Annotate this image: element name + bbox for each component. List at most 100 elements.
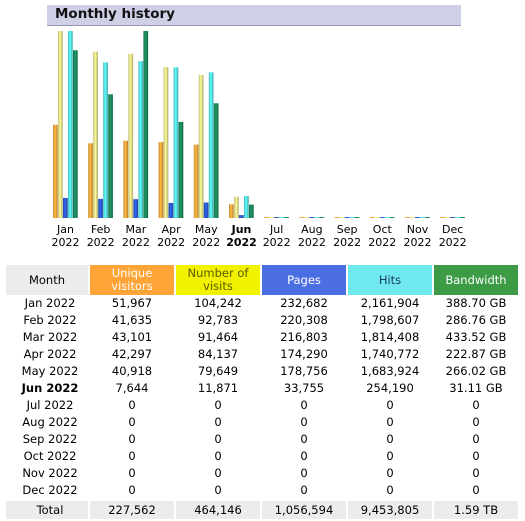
cell-pages: 216,803	[280, 330, 328, 344]
table-row: Oct 2022 0 0 0 0 0	[6, 448, 518, 465]
month-label-month: Jun	[231, 223, 252, 236]
bar-hits-feb-2022	[103, 62, 108, 219]
bar-pages-may-2022	[203, 202, 209, 218]
bar-unique-visitors-jan-2022	[53, 124, 58, 218]
bar-number-of-visits-jun-2022	[234, 196, 239, 218]
cell-month: Aug 2022	[22, 415, 78, 429]
month-label-month: Feb	[90, 223, 111, 236]
bar-hits-jan-2022	[68, 31, 73, 218]
bar-unique-visitors-may-2022	[193, 144, 199, 218]
bar-unique-visitors-mar-2022	[123, 140, 129, 218]
cell-visitors: 0	[128, 449, 136, 463]
month-label-month: Aug	[301, 223, 323, 236]
bar-bandwidth-aug-2022	[319, 217, 325, 218]
month-label-oct: Oct 2022	[365, 223, 400, 249]
cell-bandwidth: 0	[472, 483, 480, 497]
cell-total-bandwidth: 1.59 TB	[434, 499, 518, 519]
table-row: Jan 2022 51,967 104,242 232,682 2,161,904 388…	[6, 295, 518, 312]
cell-pages: 0	[300, 483, 308, 497]
month-label-month: Dec	[442, 223, 464, 236]
cell-hits: 0	[386, 449, 394, 463]
month-label-jan: Jan 2022	[48, 223, 83, 249]
cell-hits: 0	[386, 415, 394, 429]
bar-number-of-visits-oct-2022	[374, 217, 380, 218]
cell-visits: 0	[214, 432, 222, 446]
bar-number-of-visits-may-2022	[198, 75, 204, 218]
month-label-month: Mar	[125, 223, 147, 236]
cell-month: Dec 2022	[22, 483, 78, 497]
month-label-nov: Nov 2022	[400, 223, 435, 249]
cell-hits: 2,161,904	[360, 296, 420, 310]
table-row-current-month: Jun 2022 7,644 11,871 33,755 254,190 31.11 GB	[6, 380, 518, 397]
bar-hits-oct-2022	[384, 217, 390, 218]
cell-pages: 33,755	[283, 381, 325, 395]
bar-hits-sep-2022	[349, 217, 355, 218]
cell-visitors: 0	[128, 432, 136, 446]
cell-bandwidth: 0	[472, 415, 480, 429]
cell-total-pages: 1,056,594	[262, 499, 346, 519]
section-header: Monthly history	[47, 5, 461, 26]
cell-hits: 0	[386, 432, 394, 446]
bar-pages-oct-2022	[379, 217, 385, 218]
bar-pages-jan-2022	[63, 197, 68, 218]
cell-hits: 1,683,924	[360, 364, 420, 378]
bar-pages-sep-2022	[344, 217, 350, 218]
cell-visitors: 51,967	[111, 296, 153, 310]
table-row: Nov 2022 0 0 0 0 0	[6, 465, 518, 482]
header-unique-visitors: Unique visitors	[90, 265, 174, 295]
cell-visits: 0	[214, 449, 222, 463]
bar-number-of-visits-jan-2022	[58, 31, 63, 218]
monthly-stats-table: Month Unique visitors Number of visits P…	[4, 265, 520, 519]
cell-total-hits: 9,453,805	[348, 499, 432, 519]
cell-pages: 0	[300, 466, 308, 480]
cell-pages: 220,308	[280, 313, 328, 327]
bar-bandwidth-jan-2022	[73, 50, 78, 218]
cell-bandwidth: 388.70 GB	[445, 296, 507, 310]
month-label-month: May	[194, 223, 218, 236]
cell-hits: 1,740,772	[360, 347, 420, 361]
table-row: Feb 2022 41,635 92,783 220,308 1,798,607 286.…	[6, 312, 518, 329]
bar-bandwidth-nov-2022	[425, 217, 430, 218]
bar-number-of-visits-feb-2022	[93, 51, 98, 218]
bar-hits-jun-2022	[244, 196, 249, 218]
month-label-jun: Jun 2022	[224, 223, 259, 249]
cell-pages: 0	[300, 415, 308, 429]
header-number-of-visits: Number of visits	[176, 265, 260, 295]
bar-pages-jul-2022	[274, 217, 279, 218]
cell-visitors: 40,918	[111, 364, 153, 378]
cell-visitors: 0	[128, 415, 136, 429]
cell-bandwidth: 0	[472, 466, 480, 480]
bar-hits-nov-2022	[420, 217, 425, 218]
bar-pages-nov-2022	[415, 217, 420, 218]
bar-number-of-visits-nov-2022	[410, 217, 415, 218]
cell-bandwidth: 0	[472, 398, 480, 412]
cell-month: Nov 2022	[22, 466, 78, 480]
bar-unique-visitors-sep-2022	[334, 217, 340, 218]
month-label-year: 2022	[262, 236, 291, 249]
bar-pages-aug-2022	[309, 217, 315, 218]
cell-visits: 104,242	[194, 296, 242, 310]
cell-visits: 0	[214, 483, 222, 497]
cell-total-visits: 464,146	[176, 499, 260, 519]
bar-bandwidth-apr-2022	[178, 121, 184, 218]
bar-pages-feb-2022	[98, 198, 103, 218]
cell-bandwidth: 0	[472, 432, 480, 446]
bar-unique-visitors-jul-2022	[264, 217, 269, 218]
month-label-year: 2022	[226, 236, 257, 249]
month-label-year: 2022	[368, 236, 397, 249]
cell-visitors: 0	[128, 466, 136, 480]
bar-bandwidth-sep-2022	[354, 217, 360, 218]
cell-bandwidth: 433.52 GB	[445, 330, 507, 344]
section-title: Monthly history	[55, 6, 175, 22]
cell-bandwidth: 266.02 GB	[445, 364, 507, 378]
month-label-month: Apr	[161, 223, 181, 236]
bar-bandwidth-jul-2022	[284, 217, 289, 218]
cell-hits: 0	[386, 398, 394, 412]
month-label-year: 2022	[51, 236, 80, 249]
month-label-apr: Apr 2022	[154, 223, 189, 249]
month-label-month: Jul	[270, 223, 284, 236]
month-label-feb: Feb 2022	[83, 223, 118, 249]
bar-unique-visitors-nov-2022	[405, 217, 410, 218]
cell-pages: 174,290	[280, 347, 328, 361]
month-label-may: May 2022	[189, 223, 224, 249]
